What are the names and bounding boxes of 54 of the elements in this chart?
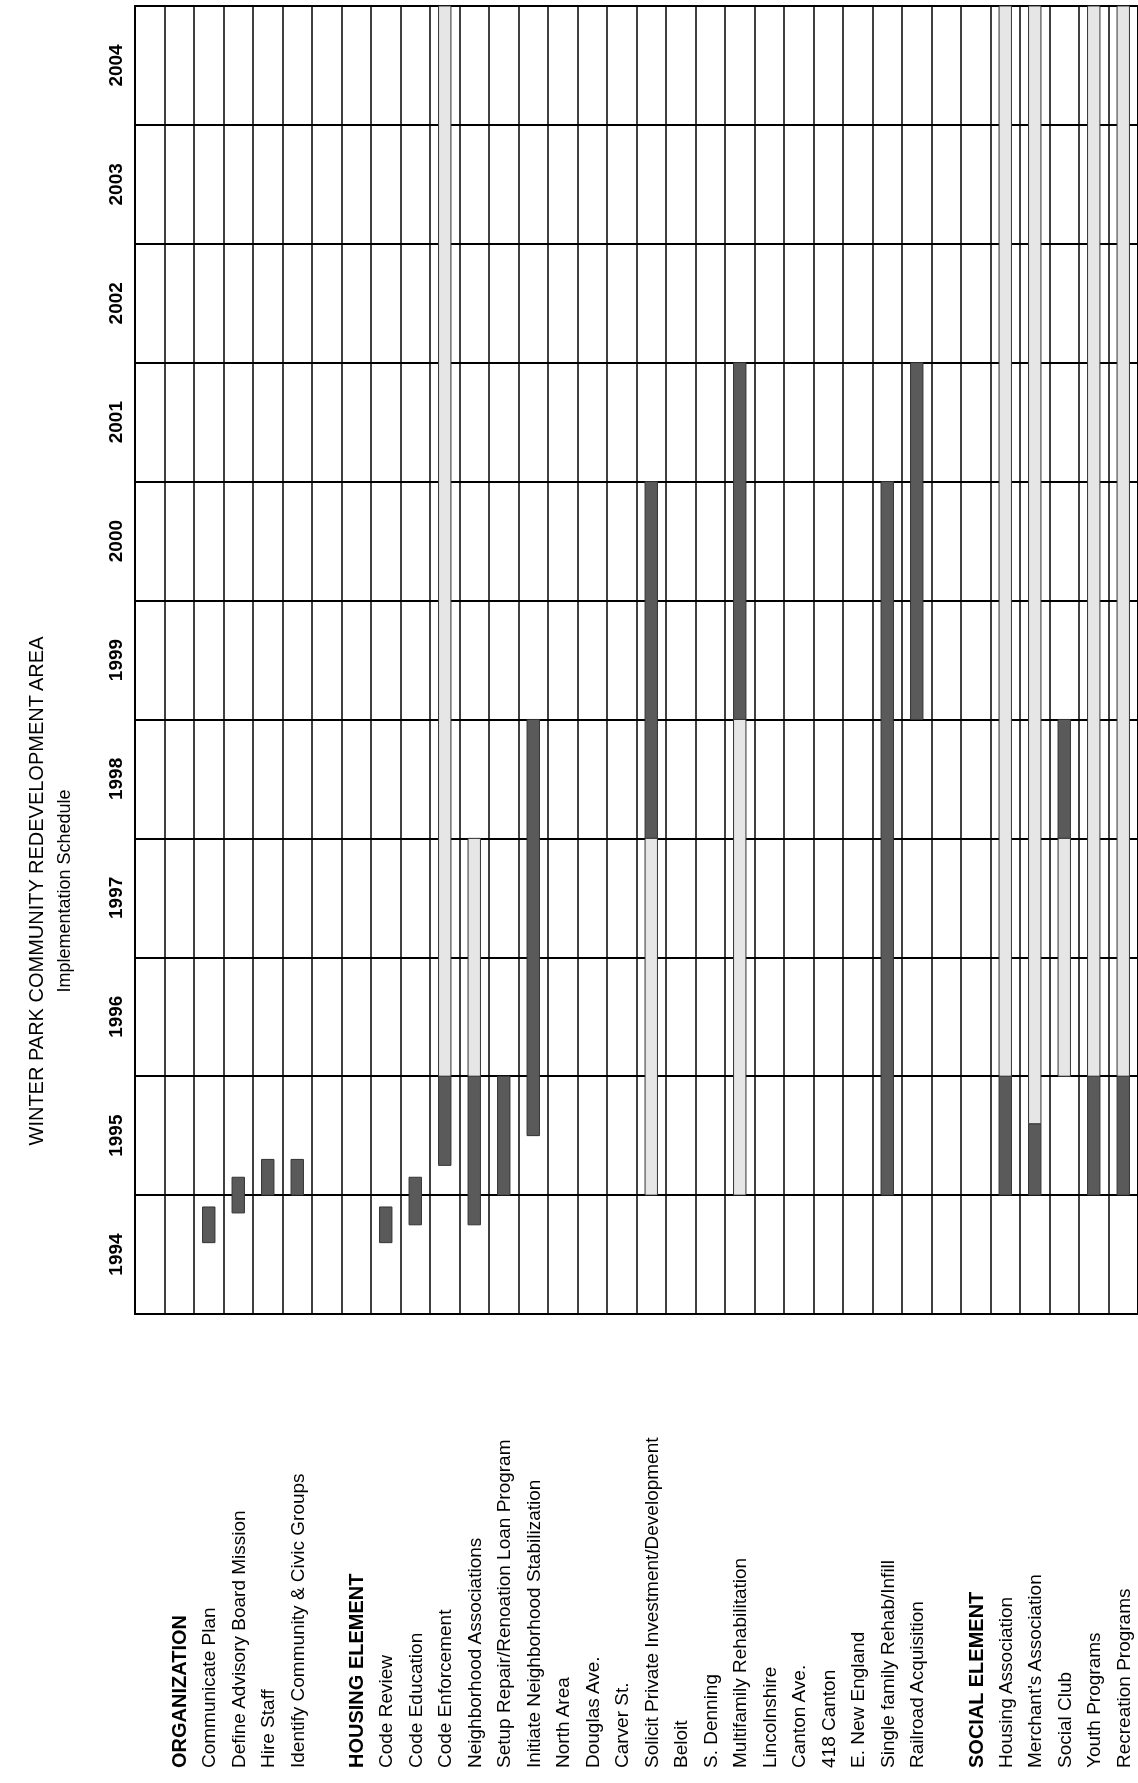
y-tick-label: 1996 xyxy=(105,995,126,1038)
text: WINTER PARK COMMUNITY REDEVELOPMENT AREA xyxy=(25,635,47,1146)
bar xyxy=(379,1206,393,1244)
bar xyxy=(408,1176,422,1226)
y-tick-label: 1995 xyxy=(105,1114,126,1157)
x-tick-label: Douglas Ave. xyxy=(581,1656,603,1768)
y-tick-label: 1997 xyxy=(105,876,126,919)
bar xyxy=(880,481,894,1196)
x-tick-label: Communicate Plan xyxy=(198,1607,220,1768)
x-tick-label: Multifamily Rehabilitation xyxy=(729,1557,751,1768)
x-tick-label: Railroad Acquisition xyxy=(906,1601,928,1768)
x-tick-label: Housing Association xyxy=(994,1596,1016,1768)
x-tick-label: North Area xyxy=(552,1676,574,1768)
y-tick-label: 2000 xyxy=(105,519,126,563)
bar xyxy=(526,718,540,1137)
x-tick-label: Lincolnshire xyxy=(758,1666,780,1768)
x-tick-label: Code Education xyxy=(404,1632,426,1768)
y-tick-label: 2003 xyxy=(105,163,126,206)
y-tick-label: 1998 xyxy=(105,757,126,801)
x-tick-label: Neighborhood Associations xyxy=(463,1537,485,1768)
text: Implementation Schedule xyxy=(54,789,74,993)
x-tick-label: Code Enforcement xyxy=(434,1608,456,1768)
x-tick-label: Canton Ave. xyxy=(788,1664,810,1768)
x-tick-label: S. Denning xyxy=(699,1673,721,1768)
x-tick-label: HOUSING ELEMENT xyxy=(345,1573,368,1768)
bar xyxy=(231,1176,245,1214)
bar xyxy=(202,1206,216,1244)
y-tick-label: 2002 xyxy=(105,282,126,325)
x-tick-label: Setup Repair/Renoation Loan Program xyxy=(493,1439,515,1768)
x-tick-label: Code Review xyxy=(375,1654,397,1768)
y-tick-label: 1999 xyxy=(105,638,126,682)
x-tick-label: 418 Canton xyxy=(817,1669,839,1768)
x-tick-label: Identify Community & Civic Groups xyxy=(286,1473,308,1768)
bar xyxy=(261,1158,275,1196)
x-tick-label: ORGANIZATION xyxy=(168,1615,191,1768)
y-tick-label: 2001 xyxy=(105,400,126,444)
bar xyxy=(290,1158,304,1196)
x-tick-label: Merchant's Association xyxy=(1024,1574,1046,1768)
x-tick-label: Recreation Programs xyxy=(1112,1588,1134,1768)
x-tick-label: Define Advisory Board Mission xyxy=(227,1510,249,1768)
bar xyxy=(497,1075,511,1196)
x-tick-label: Initiate Neighborhood Stabilization xyxy=(522,1479,544,1768)
x-tick-label: Beloit xyxy=(670,1719,692,1768)
x-tick-label: SOCIAL ELEMENT xyxy=(964,1591,987,1768)
x-tick-label: Solicit Private Investment/Development xyxy=(640,1436,662,1768)
x-tick-label: Social Club xyxy=(1053,1671,1075,1768)
y-tick-label: 2004 xyxy=(105,43,126,87)
x-tick-label: Carver St. xyxy=(611,1682,633,1768)
x-tick-label: Single family Rehab/Infill xyxy=(876,1559,898,1768)
x-tick-label: Youth Programs xyxy=(1083,1632,1105,1768)
x-tick-label: Hire Staff xyxy=(257,1688,279,1768)
x-tick-label: E. New England xyxy=(847,1631,869,1768)
bar xyxy=(910,362,924,720)
y-tick-label: 1994 xyxy=(105,1232,126,1276)
